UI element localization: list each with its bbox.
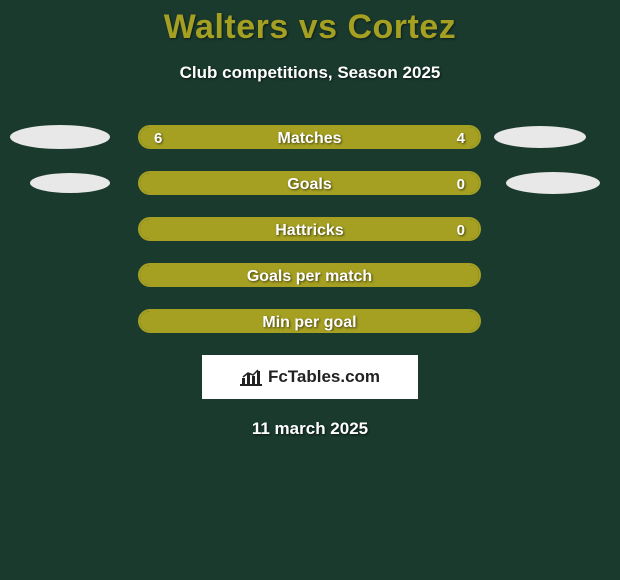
stat-row: 64Matches bbox=[0, 125, 620, 149]
player-left-marker bbox=[10, 125, 110, 149]
fctables-logo[interactable]: FcTables.com bbox=[202, 355, 418, 399]
stat-row: Goals per match bbox=[0, 263, 620, 287]
stat-bar-left-fill bbox=[140, 219, 479, 239]
stat-bar: Min per goal bbox=[138, 309, 481, 333]
player-right-marker bbox=[494, 126, 586, 148]
stat-value-right: 0 bbox=[457, 219, 465, 239]
stat-bar: 0Hattricks bbox=[138, 217, 481, 241]
logo-text: FcTables.com bbox=[268, 367, 380, 387]
date-text: 11 march 2025 bbox=[0, 419, 620, 439]
stat-row: 0Goals bbox=[0, 171, 620, 195]
stat-bar-left-fill bbox=[140, 265, 479, 285]
stat-bar-left-fill bbox=[140, 173, 479, 193]
stat-value-left: 6 bbox=[154, 127, 162, 147]
stat-value-right: 0 bbox=[457, 173, 465, 193]
player-left-marker bbox=[30, 173, 110, 193]
stat-row: Min per goal bbox=[0, 309, 620, 333]
stat-bar-left-fill bbox=[140, 127, 343, 147]
stat-row: 0Hattricks bbox=[0, 217, 620, 241]
barchart-icon bbox=[240, 368, 262, 386]
page-subtitle: Club competitions, Season 2025 bbox=[0, 63, 620, 83]
stat-rows: 64Matches0Goals0HattricksGoals per match… bbox=[0, 125, 620, 333]
stat-bar-left-fill bbox=[140, 311, 479, 331]
page-title: Walters vs Cortez bbox=[0, 8, 620, 47]
player-right-marker bbox=[506, 172, 600, 194]
stat-value-right: 4 bbox=[457, 127, 465, 147]
stat-bar: Goals per match bbox=[138, 263, 481, 287]
stat-bar: 64Matches bbox=[138, 125, 481, 149]
stat-bar: 0Goals bbox=[138, 171, 481, 195]
comparison-container: Walters vs Cortez Club competitions, Sea… bbox=[0, 0, 620, 439]
